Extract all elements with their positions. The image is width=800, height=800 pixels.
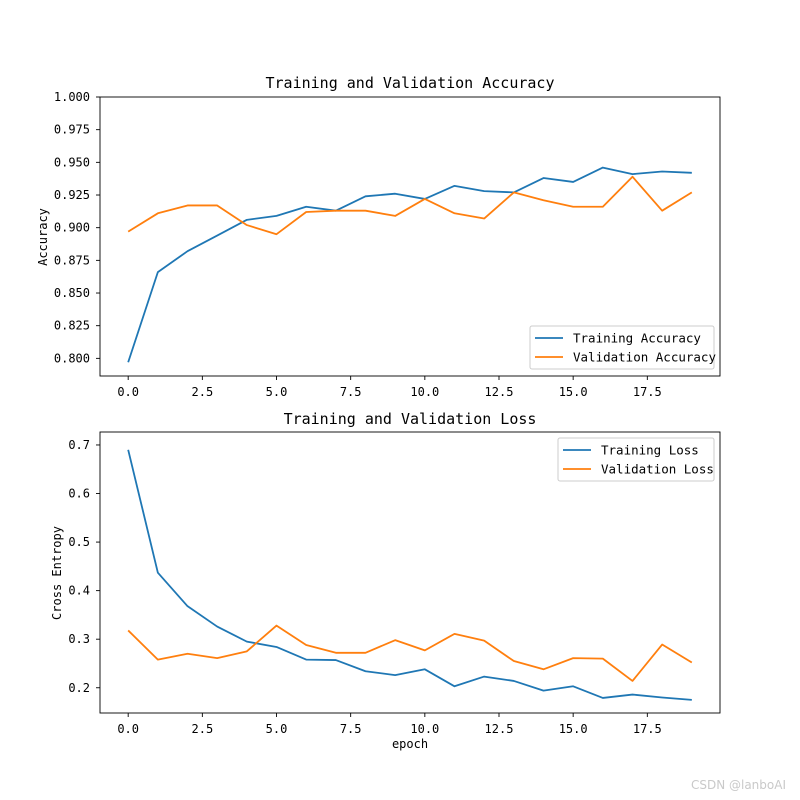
x-tick-label: 2.5 <box>192 385 214 399</box>
series-line-validation-accuracy <box>127 175 693 236</box>
loss-plot-area: 0.0 2.5 5.0 7.5 10.0 12.5 15.0 17.5 0.2 0.3 0.4 0.5… <box>68 431 721 736</box>
axes-frame <box>99 96 721 377</box>
legend-label: Training Loss <box>601 443 699 458</box>
loss-chart: Training and Validation Loss Cross Entro… <box>50 410 721 751</box>
x-tick-label: 5.0 <box>266 385 288 399</box>
series-line-training-loss <box>127 449 692 701</box>
legend-label: Validation Accuracy <box>573 350 716 365</box>
accuracy-plot-area: 0.0 2.5 5.0 7.5 10.0 12.5 15.0 17.5 0.800 0.825 0.… <box>54 90 721 399</box>
y-tick-label: 0.975 <box>54 123 90 137</box>
y-tick-label: 0.825 <box>54 319 90 333</box>
x-tick-label: 17.5 <box>633 385 662 399</box>
y-tick-label: 0.850 <box>54 286 90 300</box>
legend-box <box>529 325 715 370</box>
legend-label: Training Accuracy <box>573 331 701 346</box>
x-tick-label: 5.0 <box>266 722 288 736</box>
watermark-text: CSDN @lanboAI <box>690 778 786 792</box>
y-tick-label: 0.950 <box>54 155 90 169</box>
accuracy-chart-ylabel: Accuracy <box>36 208 50 266</box>
y-tick-label: 0.2 <box>68 681 90 695</box>
x-tick-label: 10.0 <box>410 385 439 399</box>
x-tick-label: 0.0 <box>117 385 139 399</box>
legend-box <box>557 437 715 482</box>
y-tick-label: 0.4 <box>68 584 90 598</box>
x-tick-label: 0.0 <box>117 722 139 736</box>
x-tick-label: 7.5 <box>340 722 362 736</box>
y-tick-label: 0.875 <box>54 253 90 267</box>
x-tick-label: 12.5 <box>485 385 514 399</box>
x-tick-label: 12.5 <box>485 722 514 736</box>
legend: Training Loss Validation Loss <box>557 437 715 482</box>
legend: Training Accuracy Validation Accuracy <box>529 325 716 370</box>
series-line-validation-loss <box>127 624 693 682</box>
y-tick-label: 0.5 <box>68 535 90 549</box>
loss-chart-xlabel: epoch <box>392 737 428 751</box>
x-tick-label: 15.0 <box>559 722 588 736</box>
axes-frame <box>99 431 721 714</box>
y-tick-label: 0.3 <box>68 632 90 646</box>
y-tick-label: 0.6 <box>68 487 90 501</box>
y-tick-label: 0.925 <box>54 188 90 202</box>
legend-label: Validation Loss <box>601 462 714 477</box>
y-tick-label: 0.900 <box>54 221 90 235</box>
accuracy-chart-title: Training and Validation Accuracy <box>266 74 555 92</box>
loss-chart-title: Training and Validation Loss <box>284 410 537 428</box>
series-line-training-accuracy <box>127 166 692 363</box>
x-tick-label: 15.0 <box>559 385 588 399</box>
y-tick-label: 0.7 <box>68 438 90 452</box>
x-tick-label: 10.0 <box>410 722 439 736</box>
y-tick-label: 0.800 <box>54 351 90 365</box>
x-tick-label: 2.5 <box>192 722 214 736</box>
y-tick-label: 1.000 <box>54 90 90 104</box>
loss-chart-ylabel: Cross Entropy <box>50 526 64 620</box>
accuracy-chart: Training and Validation Accuracy Accurac… <box>36 74 721 399</box>
x-tick-label: 17.5 <box>633 722 662 736</box>
x-tick-label: 7.5 <box>340 385 362 399</box>
